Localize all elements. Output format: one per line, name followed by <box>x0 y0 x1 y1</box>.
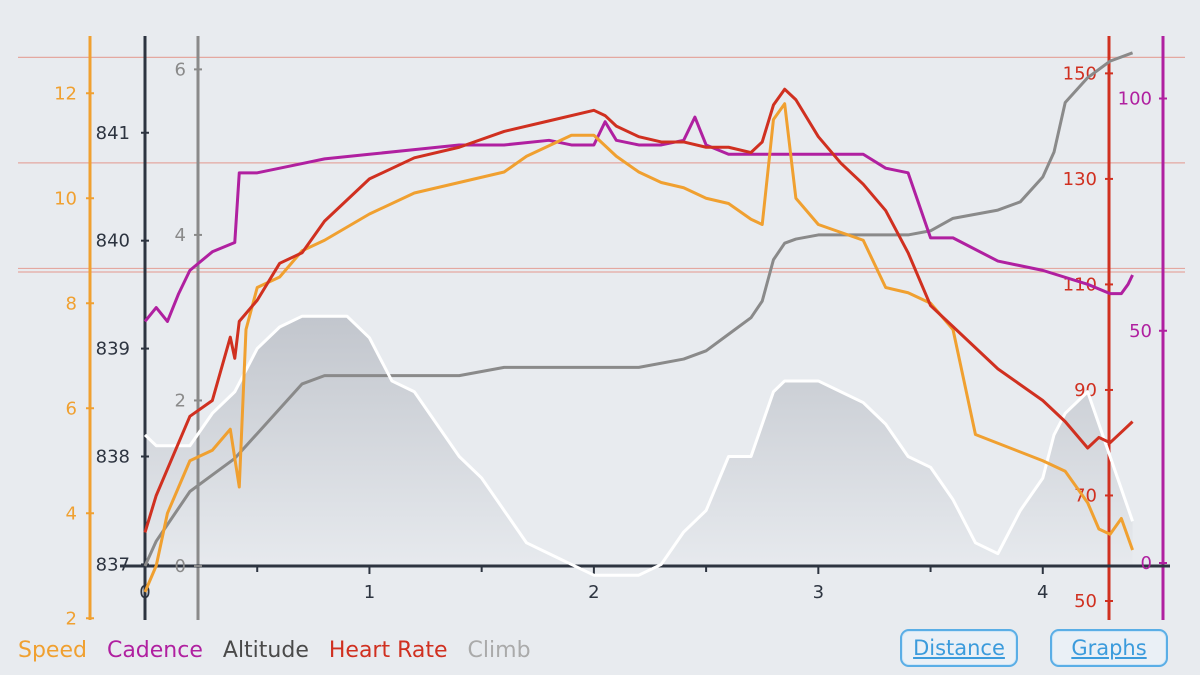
altitude-tick-label: 839 <box>96 339 130 360</box>
x-tick-label: 4 <box>1037 582 1048 603</box>
altitude-tick-label: 840 <box>96 231 130 252</box>
cadence-tick-label: 100 <box>1118 89 1152 110</box>
legend-cadence: Cadence <box>106 638 203 663</box>
speed-tick-label: 6 <box>66 398 77 419</box>
speed-tick-label: 4 <box>66 503 77 524</box>
legend-altitude: Altitude <box>222 638 309 663</box>
series-speed <box>143 102 1134 593</box>
series-heart-rate <box>143 87 1134 533</box>
speed-tick-label: 8 <box>66 293 77 314</box>
series-climb <box>143 51 1134 567</box>
x-tick-label: 3 <box>813 582 824 603</box>
heart-rate-tick-label: 150 <box>1063 63 1097 84</box>
altitude-tick-label: 838 <box>96 447 130 468</box>
distance-button[interactable]: Distance <box>900 629 1018 667</box>
speed-tick-label: 2 <box>66 608 77 629</box>
legend: Speed Cadence Altitude Heart Rate Climb <box>18 638 531 663</box>
series-altitude <box>143 314 1134 577</box>
climb-tick-label: 0 <box>175 556 186 577</box>
legend-speed: Speed <box>18 638 87 663</box>
graphs-button[interactable]: Graphs <box>1050 629 1168 667</box>
heart-rate-tick-label: 50 <box>1074 591 1097 612</box>
speed-tick-label: 12 <box>54 83 77 104</box>
heart-rate-tick-label: 130 <box>1063 169 1097 190</box>
x-tick-label: 2 <box>588 582 599 603</box>
legend-climb: Climb <box>467 638 531 663</box>
x-tick-label: 1 <box>364 582 375 603</box>
x-tick-label: 0 <box>139 582 150 603</box>
cadence-tick-label: 0 <box>1141 553 1152 574</box>
heart-rate-tick-label: 90 <box>1074 380 1097 401</box>
series-cadence <box>143 115 1134 323</box>
legend-heart-rate: Heart Rate <box>328 638 448 663</box>
altitude-tick-label: 837 <box>96 554 130 575</box>
cadence-tick-label: 50 <box>1129 321 1152 342</box>
speed-tick-label: 10 <box>54 188 77 209</box>
altitude-tick-label: 841 <box>96 123 130 144</box>
climb-tick-label: 2 <box>175 390 186 411</box>
climb-tick-label: 6 <box>175 59 186 80</box>
climb-tick-label: 4 <box>175 225 186 246</box>
